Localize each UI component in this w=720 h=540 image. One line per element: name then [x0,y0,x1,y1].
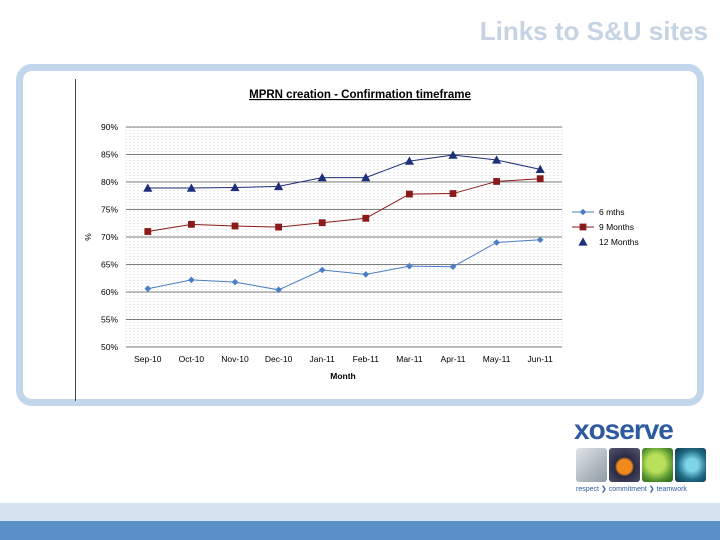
y-tick-label: 60% [101,287,118,297]
y-tick-label: 50% [101,342,118,352]
data-point [406,190,413,198]
y-tick-label: 55% [101,315,118,325]
data-point [362,271,370,278]
data-point [536,236,544,244]
chart-frame [16,64,704,406]
data-point [361,173,371,182]
water-image [675,448,706,482]
frame-divider [75,79,76,401]
series-line [147,239,541,291]
data-point [188,220,195,228]
x-axis-ticks: Sep-10 Oct-10 Nov-10 Dec-10 Jan-11 Feb-11 Mar-… [134,354,553,364]
x-tick-label: Nov-10 [221,354,249,364]
leaf-image [642,448,673,482]
x-tick-label: Apr-11 [441,354,466,364]
x-tick-label: May-11 [483,354,511,364]
data-point [318,219,326,227]
legend-item: 12 Months [578,237,639,247]
meter-image [576,448,607,482]
footer-band-dark [0,521,720,540]
gas-flame-image [609,448,640,482]
x-tick-label: Sep-10 [134,354,162,364]
data-point [493,178,500,185]
data-point [535,164,545,174]
data-point [231,278,239,286]
logo-tagline: respect ❯ commitment ❯ teamwork [576,486,687,493]
chart-gridlines [125,126,563,348]
legend-item: 9 Months [572,222,634,232]
data-point [186,183,196,192]
series-3 [143,150,545,192]
data-point [317,173,327,182]
series-2 [144,175,544,235]
y-tick-label: 65% [101,260,118,270]
data-point [274,181,284,191]
data-point [230,182,240,192]
y-tick-label: 70% [101,232,118,242]
data-point [275,223,282,231]
y-axis-ticks: 90% 85% 80% 75% 70% 65% 60% 55% 50% [101,122,118,352]
legend-marker [579,208,587,216]
slide-title: Links to S&U sites [479,16,708,46]
footer-band-light [0,503,720,521]
y-tick-label: 80% [101,177,118,187]
y-tick-label: 90% [101,122,118,132]
data-point [144,228,152,235]
data-point [362,214,370,222]
xoserve-logo: xoserve respect ❯ commitment ❯ teamwork [574,414,708,498]
x-tick-label: Dec-10 [265,354,293,364]
legend-label: 9 Months [599,222,634,232]
series-line [147,154,541,189]
y-tick-label: 75% [101,205,118,215]
data-point [406,262,413,270]
x-tick-label: Oct-10 [179,354,205,364]
data-point [492,155,502,164]
chart-title: MPRN creation - Confirmation timeframe [249,89,471,101]
chart-legend: 6 mths 9 Months 12 Months [572,207,639,247]
data-point [449,263,457,270]
legend-label: 6 mths [599,207,625,217]
legend-item: 6 mths [572,207,625,217]
data-point [143,183,153,192]
data-point [493,239,500,246]
series-1 [144,236,544,294]
x-tick-label: Mar-11 [396,354,423,364]
legend-marker [578,237,588,246]
data-point [448,150,458,159]
logo-wordmark: xoserve [574,414,674,445]
x-axis-label: Month [330,371,356,381]
data-point [275,286,282,294]
legend-label: 12 Months [599,237,639,247]
chart-series [143,150,545,294]
data-point [188,276,195,284]
logo-images [576,448,706,484]
chart: MPRN creation - Confirmation timeframe 9… [83,89,639,381]
data-point [536,175,544,183]
series-line [147,178,541,232]
y-axis-label: % [83,233,93,241]
legend-marker [579,223,587,231]
data-point [144,285,152,292]
data-point [449,190,457,197]
data-point [404,156,414,165]
x-tick-label: Jun-11 [528,354,554,364]
data-point [318,266,326,274]
y-tick-label: 85% [101,150,118,160]
data-point [231,222,239,230]
x-tick-label: Feb-11 [353,354,380,364]
x-tick-label: Jan-11 [310,354,336,364]
